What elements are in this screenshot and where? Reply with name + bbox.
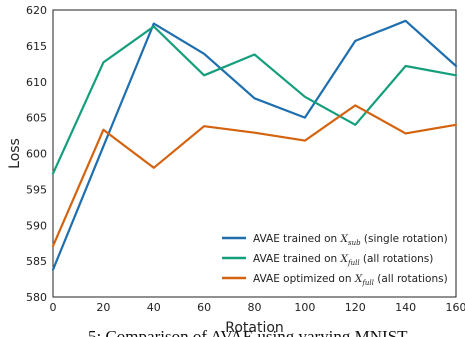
y-tick-label: 605 <box>26 112 47 125</box>
y-tick-label: 595 <box>26 183 47 196</box>
series-line-1 <box>51 19 458 271</box>
x-tick-label: 100 <box>294 301 315 314</box>
plot-frame <box>52 9 457 298</box>
legend-entry-1: AVAE trained on Xsub (single rotation) <box>222 233 448 247</box>
y-tick-label: 600 <box>26 148 47 161</box>
series-line-2 <box>51 25 458 175</box>
y-tick-label: 620 <box>26 4 47 17</box>
figure-caption: 5: Comparison of AVAE using varying MNIS… <box>88 327 408 337</box>
x-tick-label: 0 <box>50 301 57 314</box>
x-tick-label: 160 <box>446 301 465 314</box>
legend-entry-2: AVAE trained on Xfull (all rotations) <box>222 253 433 267</box>
legend: AVAE trained on Xsub (single rotation) AV… <box>222 233 448 287</box>
x-tick-label: 60 <box>197 301 211 314</box>
x-tick-label: 120 <box>345 301 366 314</box>
tick-labels: 0 20 40 60 80 100 120 140 160 580 585 590 595 600 605 6… <box>26 4 465 314</box>
legend-entry-3: AVAE optimized on Xfull (all rotations) <box>222 273 448 287</box>
x-tick-label: 40 <box>147 301 161 314</box>
series-line-3 <box>51 104 458 248</box>
plot-area <box>52 9 457 298</box>
x-tick-label: 140 <box>395 301 416 314</box>
y-tick-label: 585 <box>26 255 47 268</box>
y-tick-label: 615 <box>26 40 47 53</box>
series-layer <box>51 19 458 271</box>
y-axis-title: Loss <box>7 138 23 169</box>
x-tick-label: 80 <box>248 301 262 314</box>
y-tick-label: 580 <box>26 291 47 304</box>
y-tick-label: 590 <box>26 219 47 232</box>
y-tick-label: 610 <box>26 76 47 89</box>
legend-label: AVAE optimized on Xfull (all rotations) <box>253 273 448 287</box>
legend-label: AVAE trained on Xsub (single rotation) <box>253 233 448 247</box>
x-axis-title: Rotation <box>225 320 284 336</box>
legend-label: AVAE trained on Xfull (all rotations) <box>253 253 433 267</box>
x-tick-label: 20 <box>96 301 110 314</box>
